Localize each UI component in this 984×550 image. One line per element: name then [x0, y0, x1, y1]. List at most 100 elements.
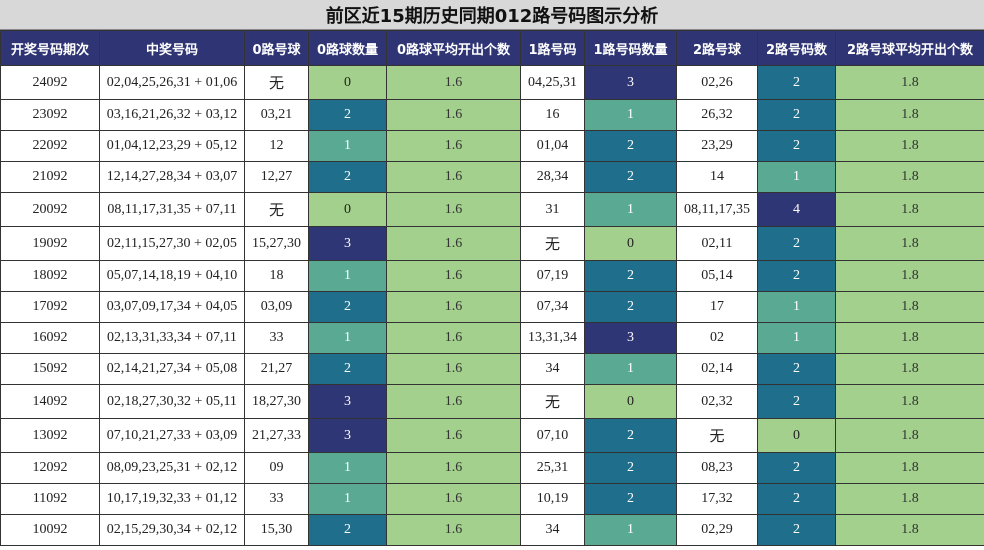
cell-route0-avg: 1.6 — [386, 514, 521, 546]
cell-route0-balls: 03,21 — [244, 99, 309, 131]
cell-route1-balls: 07,10 — [520, 418, 585, 453]
cell-route1-count: 2 — [584, 161, 677, 193]
cell-route0-avg: 1.6 — [386, 161, 521, 193]
cell-numbers: 02,15,29,30,34 + 02,12 — [99, 514, 245, 546]
cell-route0-count: 3 — [308, 226, 387, 261]
cell-route2-balls: 17,32 — [676, 483, 758, 515]
cell-numbers: 08,09,23,25,31 + 02,12 — [99, 452, 245, 484]
cell-route0-balls: 12 — [244, 130, 309, 162]
cell-route2-count: 1 — [757, 161, 836, 193]
cell-numbers: 03,07,09,17,34 + 04,05 — [99, 291, 245, 323]
cell-route1-count: 1 — [584, 353, 677, 385]
cell-route0-count: 2 — [308, 514, 387, 546]
cell-numbers: 02,13,31,33,34 + 07,11 — [99, 322, 245, 354]
cell-issue: 18092 — [0, 260, 100, 292]
cell-issue: 11092 — [0, 483, 100, 515]
cell-route0-balls: 03,09 — [244, 291, 309, 323]
col-header-numbers: 中奖号码 — [99, 30, 245, 66]
col-header-route2-avg: 2路号球平均开出个数 — [835, 30, 984, 66]
cell-route2-count: 2 — [757, 99, 836, 131]
cell-route2-avg: 1.8 — [835, 130, 984, 162]
cell-route2-balls: 05,14 — [676, 260, 758, 292]
cell-route2-balls: 02 — [676, 322, 758, 354]
col-header-route0-balls: 0路号球 — [244, 30, 309, 66]
cell-numbers: 02,04,25,26,31 + 01,06 — [99, 65, 245, 100]
cell-route2-balls: 02,29 — [676, 514, 758, 546]
cell-route2-balls: 23,29 — [676, 130, 758, 162]
cell-numbers: 03,16,21,26,32 + 03,12 — [99, 99, 245, 131]
cell-route2-avg: 1.8 — [835, 99, 984, 131]
table-row: 24092 02,04,25,26,31 + 01,06 无 0 1.6 04,25,31… — [0, 65, 984, 100]
cell-route2-avg: 1.8 — [835, 384, 984, 419]
cell-route1-count: 3 — [584, 322, 677, 354]
cell-numbers: 08,11,17,31,35 + 07,11 — [99, 192, 245, 227]
cell-issue: 21092 — [0, 161, 100, 193]
table-row: 16092 02,13,31,33,34 + 07,11 33 1 1.6 13,31,3… — [0, 322, 984, 354]
cell-route2-balls: 08,23 — [676, 452, 758, 484]
cell-route0-count: 2 — [308, 353, 387, 385]
cell-route0-balls: 无 — [244, 192, 309, 227]
cell-route2-count: 1 — [757, 291, 836, 323]
cell-route2-count: 2 — [757, 130, 836, 162]
col-header-route0-avg: 0路球平均开出个数 — [386, 30, 521, 66]
cell-route1-balls: 无 — [520, 226, 585, 261]
header-row: 开奖号码期次 中奖号码 0路号球 0路球数量 0路球平均开出个数 1路号码 1路… — [0, 30, 984, 66]
cell-numbers: 02,14,21,27,34 + 05,08 — [99, 353, 245, 385]
cell-route2-balls: 02,26 — [676, 65, 758, 100]
cell-route1-count: 2 — [584, 418, 677, 453]
table-body: 24092 02,04,25,26,31 + 01,06 无 0 1.6 04,25,31… — [0, 65, 984, 546]
cell-route0-avg: 1.6 — [386, 192, 521, 227]
cell-route0-balls: 15,27,30 — [244, 226, 309, 261]
cell-issue: 17092 — [0, 291, 100, 323]
cell-route1-count: 0 — [584, 226, 677, 261]
cell-numbers: 07,10,21,27,33 + 03,09 — [99, 418, 245, 453]
table-row: 19092 02,11,15,27,30 + 02,05 15,27,30 3 1.6 无… — [0, 226, 984, 261]
cell-route2-balls: 08,11,17,35 — [676, 192, 758, 227]
cell-route2-avg: 1.8 — [835, 192, 984, 227]
cell-route2-avg: 1.8 — [835, 65, 984, 100]
col-header-issue: 开奖号码期次 — [0, 30, 100, 66]
cell-route1-balls: 13,31,34 — [520, 322, 585, 354]
cell-issue: 24092 — [0, 65, 100, 100]
cell-route0-avg: 1.6 — [386, 226, 521, 261]
cell-route0-count: 2 — [308, 291, 387, 323]
cell-route1-count: 3 — [584, 65, 677, 100]
table-row: 21092 12,14,27,28,34 + 03,07 12,27 2 1.6 28,3… — [0, 161, 984, 193]
cell-issue: 19092 — [0, 226, 100, 261]
cell-route0-balls: 33 — [244, 322, 309, 354]
cell-route2-balls: 14 — [676, 161, 758, 193]
cell-route1-balls: 16 — [520, 99, 585, 131]
cell-route1-count: 2 — [584, 483, 677, 515]
cell-numbers: 02,11,15,27,30 + 02,05 — [99, 226, 245, 261]
cell-route1-count: 0 — [584, 384, 677, 419]
cell-numbers: 12,14,27,28,34 + 03,07 — [99, 161, 245, 193]
cell-route2-count: 2 — [757, 483, 836, 515]
table-row: 12092 08,09,23,25,31 + 02,12 09 1 1.6 25,31 2 0… — [0, 452, 984, 484]
cell-route0-balls: 21,27,33 — [244, 418, 309, 453]
cell-issue: 10092 — [0, 514, 100, 546]
cell-route1-balls: 01,04 — [520, 130, 585, 162]
cell-route1-count: 1 — [584, 514, 677, 546]
cell-route0-avg: 1.6 — [386, 452, 521, 484]
cell-route2-balls: 无 — [676, 418, 758, 453]
cell-issue: 15092 — [0, 353, 100, 385]
cell-route0-avg: 1.6 — [386, 65, 521, 100]
cell-route1-count: 2 — [584, 130, 677, 162]
cell-route2-avg: 1.8 — [835, 260, 984, 292]
cell-route0-balls: 15,30 — [244, 514, 309, 546]
table-row: 20092 08,11,17,31,35 + 07,11 无 0 1.6 31 1 08,11… — [0, 192, 984, 227]
cell-route1-count: 1 — [584, 192, 677, 227]
col-header-route2-count: 2路号码数 — [757, 30, 836, 66]
cell-route0-count: 1 — [308, 452, 387, 484]
cell-route0-count: 1 — [308, 130, 387, 162]
cell-route2-avg: 1.8 — [835, 452, 984, 484]
cell-numbers: 02,18,27,30,32 + 05,11 — [99, 384, 245, 419]
cell-route0-count: 3 — [308, 384, 387, 419]
cell-issue: 20092 — [0, 192, 100, 227]
cell-route0-balls: 33 — [244, 483, 309, 515]
cell-route1-balls: 07,34 — [520, 291, 585, 323]
cell-route0-avg: 1.6 — [386, 384, 521, 419]
cell-route1-count: 2 — [584, 291, 677, 323]
col-header-route2-balls: 2路号球 — [676, 30, 758, 66]
